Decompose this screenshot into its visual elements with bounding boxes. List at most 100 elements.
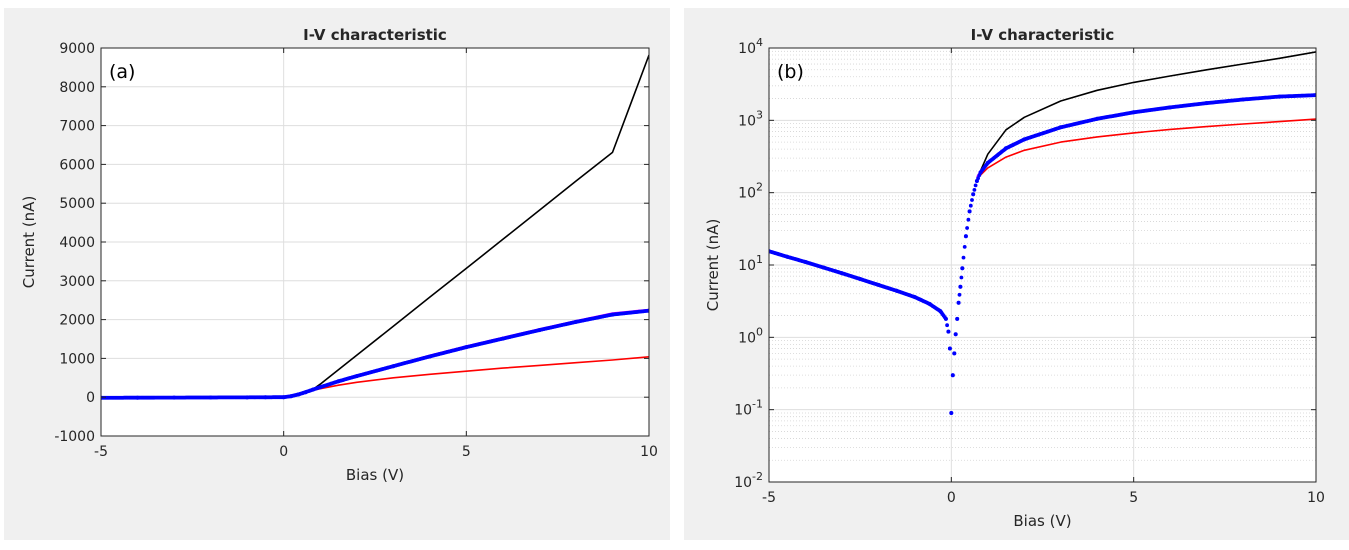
y-tick-label: 7000	[59, 119, 95, 135]
data-point	[318, 385, 323, 390]
data-point	[958, 284, 963, 289]
data-point	[973, 183, 978, 188]
data-point	[971, 192, 976, 197]
data-point	[963, 234, 968, 239]
y-tick-base: 10	[738, 330, 756, 346]
data-point	[961, 255, 966, 260]
y-tick-label: 5000	[59, 196, 95, 212]
y-tick-label: 9000	[59, 41, 95, 57]
y-tick-label: 1000	[59, 351, 95, 367]
y-tick-exponent: 3	[756, 108, 763, 121]
data-point	[785, 254, 790, 259]
data-point	[289, 394, 293, 399]
y-tick-label: 104	[738, 36, 763, 57]
data-point	[912, 295, 917, 300]
chart-title: I-V characteristic	[971, 26, 1115, 44]
y-tick-label: 0	[86, 390, 95, 406]
y-tick-exponent: -2	[752, 470, 763, 483]
data-point	[955, 316, 960, 321]
x-axis-label: Bias (V)	[1013, 512, 1071, 530]
data-point	[943, 316, 948, 321]
data-point	[1241, 97, 1246, 102]
data-point	[296, 392, 301, 397]
y-tick-base: 10	[734, 403, 752, 419]
data-point	[952, 351, 957, 356]
data-point	[135, 395, 140, 400]
data-point	[281, 395, 286, 400]
y-tick-label: 6000	[59, 157, 95, 173]
data-point	[946, 329, 951, 334]
x-axis-label: Bias (V)	[346, 466, 404, 484]
data-point	[960, 266, 965, 271]
data-point	[876, 282, 881, 287]
data-point	[894, 288, 899, 293]
data-point	[310, 387, 315, 392]
data-point	[858, 277, 863, 281]
data-point	[839, 271, 844, 276]
data-point	[950, 373, 955, 378]
data-point	[947, 346, 952, 351]
y-tick-label: 100	[738, 325, 763, 346]
data-point	[945, 323, 949, 328]
data-point	[821, 265, 826, 270]
y-tick-base: 10	[738, 186, 756, 202]
data-point	[949, 411, 954, 415]
data-point	[1131, 110, 1136, 115]
y-tick-exponent: 0	[756, 325, 763, 338]
y-tick-exponent: 4	[756, 36, 763, 49]
data-point	[610, 312, 615, 317]
y-tick-base: 10	[738, 258, 756, 274]
x-tick-label: -5	[762, 490, 776, 506]
data-point	[391, 364, 396, 369]
data-point	[208, 395, 213, 400]
x-tick-label: 0	[947, 490, 956, 506]
data-point	[1022, 137, 1027, 142]
data-point	[985, 160, 990, 165]
series-markers-blue	[769, 93, 1316, 415]
data-point	[978, 170, 983, 175]
x-tick-label: 0	[279, 444, 288, 460]
y-tick-label: 10-2	[734, 470, 763, 491]
y-tick-exponent: -1	[752, 398, 763, 411]
y-tick-base: 10	[738, 113, 756, 129]
series-group	[769, 51, 1316, 415]
data-point	[972, 188, 977, 192]
y-tick-label: 2000	[59, 313, 95, 329]
series-markers-blue	[101, 308, 649, 400]
y-tick-label: 101	[738, 253, 763, 274]
data-point	[803, 260, 808, 264]
data-point	[336, 379, 341, 384]
data-point	[970, 198, 974, 202]
x-tick-label: 10	[1307, 490, 1325, 506]
x-tick-label: 5	[1129, 490, 1138, 506]
y-tick-label: 103	[738, 108, 763, 129]
data-point	[303, 390, 308, 395]
y-tick-label: 102	[738, 181, 763, 202]
chart-panel-a: -5 0 5 10 -1000 0 1000 2000 3000 4000 5000 6000 7000…	[4, 8, 670, 540]
data-point	[1168, 105, 1173, 110]
data-point	[927, 301, 932, 306]
data-point	[938, 309, 943, 314]
data-point	[263, 395, 268, 400]
chart-panel-b: -5 0 5 10 10-2 10-1 100 101 102 103 104 I-V charact…	[684, 8, 1349, 540]
y-tick-exponent: 2	[756, 181, 763, 194]
data-point	[427, 354, 432, 359]
data-point	[537, 328, 542, 333]
y-tick-base: 10	[738, 41, 756, 57]
subplot-label: (b)	[777, 61, 804, 83]
data-point	[500, 336, 505, 341]
series-group	[101, 54, 649, 400]
y-tick-base: 10	[734, 475, 752, 491]
data-point	[245, 395, 250, 400]
data-point	[573, 319, 578, 324]
y-tick-exponent: 1	[756, 253, 763, 266]
y-axis-label: Current (nA)	[20, 196, 38, 289]
data-point	[956, 300, 961, 305]
data-point	[966, 217, 971, 222]
series-line-black	[979, 51, 1316, 172]
data-point	[354, 374, 359, 379]
y-tick-label: 8000	[59, 80, 95, 96]
data-point	[965, 226, 969, 230]
y-tick-label: 10-1	[734, 398, 763, 419]
